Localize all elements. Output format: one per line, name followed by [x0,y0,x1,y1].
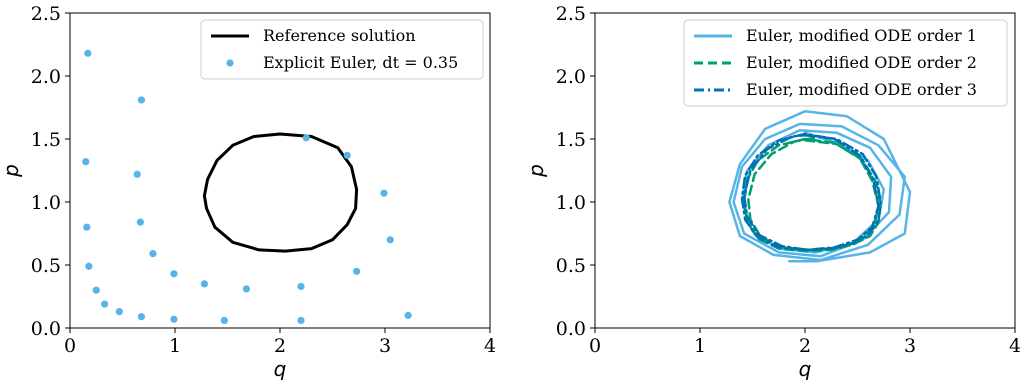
data-point-explicit-euler-dt-0-35 [136,218,144,226]
x-axis-label: q [274,357,287,381]
chart-panel-1: 0 1 2 3 4 0.0 0.5 1.0 1.5 2.0 2.5 q p Reference solut… [0,3,496,381]
x-tick-label: 3 [379,335,391,357]
data-point-explicit-euler-dt-0-35 [101,300,109,308]
y-tick-label: 1.0 [556,192,586,214]
legend-label: Euler, modified ODE order 1 [746,26,977,45]
y-axis-label: p [524,164,548,178]
data-point-explicit-euler-dt-0-35 [133,170,141,178]
y-tick-label: 0.5 [556,255,586,277]
legend-frame [200,19,484,80]
data-point-explicit-euler-dt-0-35 [386,236,394,244]
data-point-explicit-euler-dt-0-35 [404,311,412,319]
data-point-explicit-euler-dt-0-35 [200,280,208,288]
plot-area [728,110,912,263]
y-tick-label: 0.5 [31,255,61,277]
data-point-explicit-euler-dt-0-35 [302,134,310,142]
legend-label: Reference solution [263,26,416,45]
y-tick-label: 2.5 [556,3,586,25]
data-point-explicit-euler-dt-0-35 [343,151,351,159]
chart-panel-2: 0 1 2 3 4 0.0 0.5 1.0 1.5 2.0 2.5 q p Euler, modified… [524,3,1021,381]
data-point-explicit-euler-dt-0-35 [83,223,91,231]
data-point-explicit-euler-dt-0-35 [170,270,178,278]
data-point-explicit-euler-dt-0-35 [92,286,100,294]
legend-marker [226,59,234,67]
data-point-explicit-euler-dt-0-35 [149,250,157,258]
x-tick-label: 3 [904,335,916,357]
data-point-explicit-euler-dt-0-35 [220,316,228,325]
x-tick-label: 1 [694,335,706,357]
y-tick-label: 0.0 [556,318,586,340]
series-line-reference-solution [202,132,359,253]
legend: Reference solution Explicit Euler, dt = 0… [200,19,484,80]
legend-label: Euler, modified ODE order 2 [746,53,977,72]
x-tick-label: 2 [274,335,286,357]
legend-label: Euler, modified ODE order 3 [746,80,977,99]
x-tick-label: 2 [799,335,811,357]
y-axis-label: p [0,164,23,178]
data-point-explicit-euler-dt-0-35 [137,96,145,104]
y-tick-label: 2.0 [556,66,586,88]
legend-frame [683,19,1008,107]
y-tick-label: 1.0 [31,192,61,214]
data-point-explicit-euler-dt-0-35 [137,313,145,321]
x-tick-label: 4 [484,335,496,357]
x-tick-label: 1 [169,335,181,357]
legend-label: Explicit Euler, dt = 0.35 [263,53,458,72]
series-line-euler-modified-ode-order-3 [740,132,882,252]
y-tick-label: 2.0 [31,66,61,88]
data-point-explicit-euler-dt-0-35 [297,282,305,291]
x-axis-label: q [799,357,812,381]
x-tick-label: 0 [64,335,76,357]
data-point-explicit-euler-dt-0-35 [170,315,178,323]
legend: Euler, modified ODE order 1 Euler, modifi… [683,19,1008,107]
y-tick-label: 2.5 [31,3,61,25]
data-point-explicit-euler-dt-0-35 [82,158,90,166]
y-tick-label: 0.0 [31,318,61,340]
data-point-explicit-euler-dt-0-35 [353,267,361,275]
data-point-explicit-euler-dt-0-35 [84,49,92,57]
data-point-explicit-euler-dt-0-35 [380,189,388,197]
y-tick-label: 1.5 [556,129,586,151]
data-point-explicit-euler-dt-0-35 [297,316,305,325]
data-point-explicit-euler-dt-0-35 [242,285,250,293]
data-point-explicit-euler-dt-0-35 [85,262,93,270]
y-tick-label: 1.5 [31,129,61,151]
data-point-explicit-euler-dt-0-35 [115,308,123,316]
series-line-euler-modified-ode-order-1 [728,110,912,263]
x-tick-label: 4 [1009,335,1021,357]
x-tick-label: 0 [589,335,601,357]
plot-area [82,49,412,325]
